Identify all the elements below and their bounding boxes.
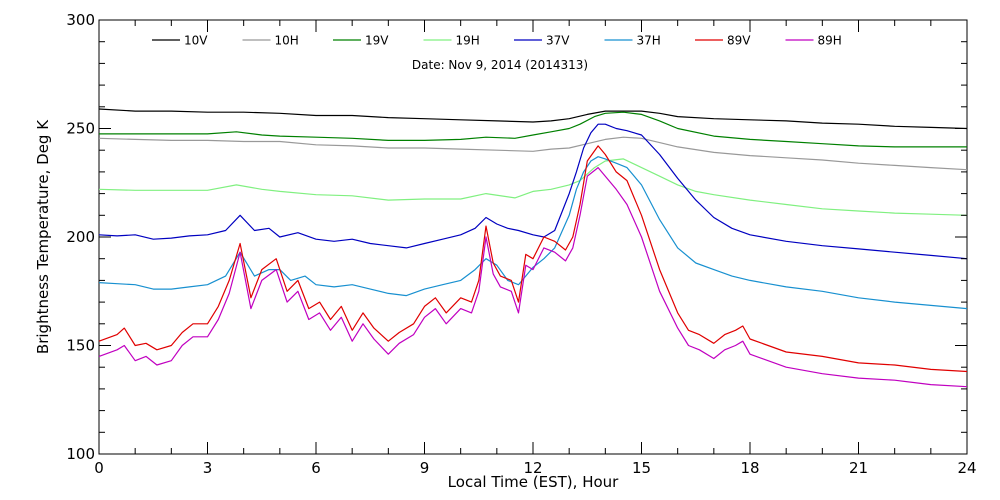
y-tick-label: 100 bbox=[66, 445, 95, 463]
x-tick-label: 15 bbox=[632, 459, 651, 477]
series-line-37h bbox=[98, 156, 968, 310]
x-tick-label: 21 bbox=[849, 459, 868, 477]
series-line-19v bbox=[99, 111, 967, 148]
y-tick-label: 300 bbox=[66, 11, 95, 29]
x-tick-label: 24 bbox=[957, 459, 976, 477]
legend-label-89v: 89V bbox=[727, 34, 751, 48]
x-tick-label: 12 bbox=[523, 459, 542, 477]
series-line-89h bbox=[98, 167, 968, 388]
chart-subtitle: Date: Nov 9, 2014 (2014313) bbox=[412, 58, 588, 72]
legend-label-37h: 37H bbox=[637, 34, 661, 48]
series-line-10h bbox=[98, 136, 968, 171]
y-tick-label: 200 bbox=[66, 228, 95, 246]
legend-label-19v: 19V bbox=[365, 34, 389, 48]
x-tick-label: 3 bbox=[203, 459, 213, 477]
tick-layer: 100 150 200 250 300 0 3 6 9 12 15 18 21 24 bbox=[66, 11, 976, 477]
x-tick-label: 18 bbox=[740, 459, 759, 477]
legend: 10V 10H 19V 19H 37V 37H 89V 89H bbox=[152, 34, 842, 48]
y-tick-label: 150 bbox=[66, 337, 95, 355]
series-line-37v bbox=[98, 123, 968, 260]
legend-label-37v: 37V bbox=[546, 34, 570, 48]
plot-frame bbox=[98, 19, 968, 455]
series-layer bbox=[98, 108, 968, 388]
series-line-19h bbox=[98, 158, 968, 216]
series-line-10v bbox=[98, 108, 968, 130]
legend-label-10h: 10H bbox=[275, 34, 299, 48]
x-tick-label: 6 bbox=[311, 459, 321, 477]
legend-label-89h: 89H bbox=[818, 34, 842, 48]
y-tick-label: 250 bbox=[66, 120, 95, 138]
legend-label-19h: 19H bbox=[456, 34, 480, 48]
x-tick-label: 9 bbox=[420, 459, 430, 477]
x-axis-title: Local Time (EST), Hour bbox=[448, 473, 619, 491]
series-line-89v bbox=[98, 145, 968, 373]
legend-label-10v: 10V bbox=[184, 34, 208, 48]
y-axis-title: Brightness Temperature, Deg K bbox=[34, 119, 52, 354]
x-tick-label: 0 bbox=[94, 459, 104, 477]
